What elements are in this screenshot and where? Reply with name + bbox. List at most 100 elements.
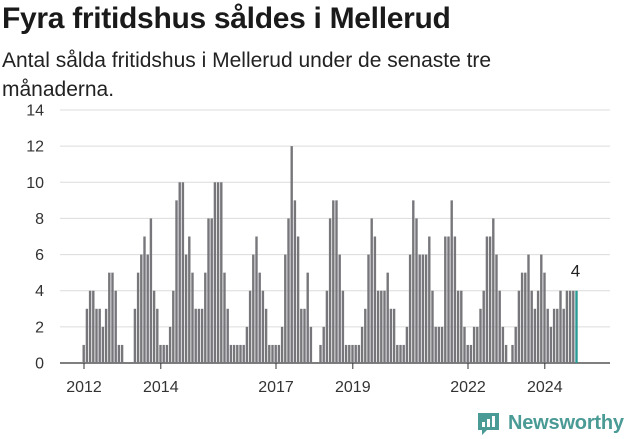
bar (277, 344, 281, 363)
bar (552, 308, 556, 363)
bar (424, 254, 428, 363)
bar (511, 344, 514, 363)
bar (239, 344, 242, 363)
bar (287, 218, 290, 363)
bar (284, 254, 287, 363)
bar-latest (575, 290, 578, 363)
bar (396, 344, 399, 363)
bar (248, 290, 252, 363)
bar (200, 308, 204, 363)
bar (482, 290, 485, 363)
x-tick-label: 2019 (335, 379, 371, 396)
bar (504, 344, 508, 363)
bar (120, 344, 124, 363)
bar (485, 236, 489, 363)
bar (360, 326, 364, 363)
bar (95, 308, 98, 363)
bar (290, 146, 293, 363)
y-tick-label: 8 (35, 211, 44, 228)
bar (463, 326, 466, 363)
bar (162, 344, 165, 363)
bar (210, 218, 213, 363)
bar (328, 218, 332, 363)
bar (533, 308, 537, 363)
bar (476, 326, 479, 363)
bar (434, 326, 437, 363)
bar (149, 218, 153, 363)
bar (252, 254, 255, 363)
chart-title: Fyra fritidshus såldes i Mellerud (2, 2, 451, 35)
bar (114, 290, 117, 363)
bar (501, 326, 505, 363)
x-tick-label: 2022 (450, 379, 486, 396)
bar (520, 272, 524, 363)
bar (271, 344, 274, 363)
y-tick-label: 12 (26, 139, 44, 156)
bar (184, 254, 188, 363)
axis-labels: 0 2 4 6 8 10 12 14 4 2012 2014 2017 2019 2022 2024 (26, 103, 580, 397)
bar (524, 272, 527, 363)
bar (546, 308, 549, 363)
bar (92, 290, 95, 363)
bar (344, 344, 348, 363)
bar (556, 308, 559, 363)
bar (325, 290, 329, 363)
bar (380, 290, 383, 363)
bar (300, 308, 303, 363)
bar (373, 236, 377, 363)
bar (274, 344, 277, 363)
bar (216, 182, 220, 363)
bar (255, 236, 258, 363)
bar (348, 344, 351, 363)
bar (450, 200, 453, 363)
bar (386, 272, 389, 363)
bar (181, 182, 185, 363)
y-tick-label: 0 (35, 356, 44, 373)
x-tick-label: 2014 (143, 379, 179, 396)
bar (543, 272, 546, 363)
bar (232, 344, 236, 363)
bar (472, 326, 476, 363)
bar (568, 290, 572, 363)
bar (322, 326, 325, 363)
bar (540, 254, 543, 363)
bar (207, 218, 210, 363)
y-tick-label: 6 (35, 247, 44, 264)
bar (191, 272, 194, 363)
bar (306, 272, 309, 363)
bar (204, 272, 207, 363)
bar (303, 308, 306, 363)
bar (383, 290, 386, 363)
bar (354, 344, 357, 363)
bar (309, 326, 313, 363)
bar (178, 182, 181, 363)
bar (428, 236, 431, 363)
bar (197, 308, 201, 363)
x-tick-label: 2012 (66, 379, 102, 396)
bar (85, 308, 89, 363)
bar (332, 200, 335, 363)
bar (389, 308, 393, 363)
bar (527, 254, 530, 363)
bar (264, 308, 268, 363)
bar (376, 290, 380, 363)
bar (444, 236, 447, 363)
bar (88, 290, 92, 363)
bar (488, 236, 492, 363)
bar (392, 308, 396, 363)
bar (296, 236, 300, 363)
bar (268, 344, 271, 363)
bar (165, 344, 169, 363)
bar (133, 308, 137, 363)
chart-subtitle: Antal sålda fritidshus i Mellerud under … (2, 49, 492, 101)
bar (140, 254, 143, 363)
bar (156, 308, 159, 363)
bar (220, 182, 223, 363)
bar (437, 326, 441, 363)
bar (460, 290, 463, 363)
bar (367, 254, 370, 363)
bar (280, 326, 284, 363)
bar (399, 344, 402, 363)
bar (168, 326, 172, 363)
